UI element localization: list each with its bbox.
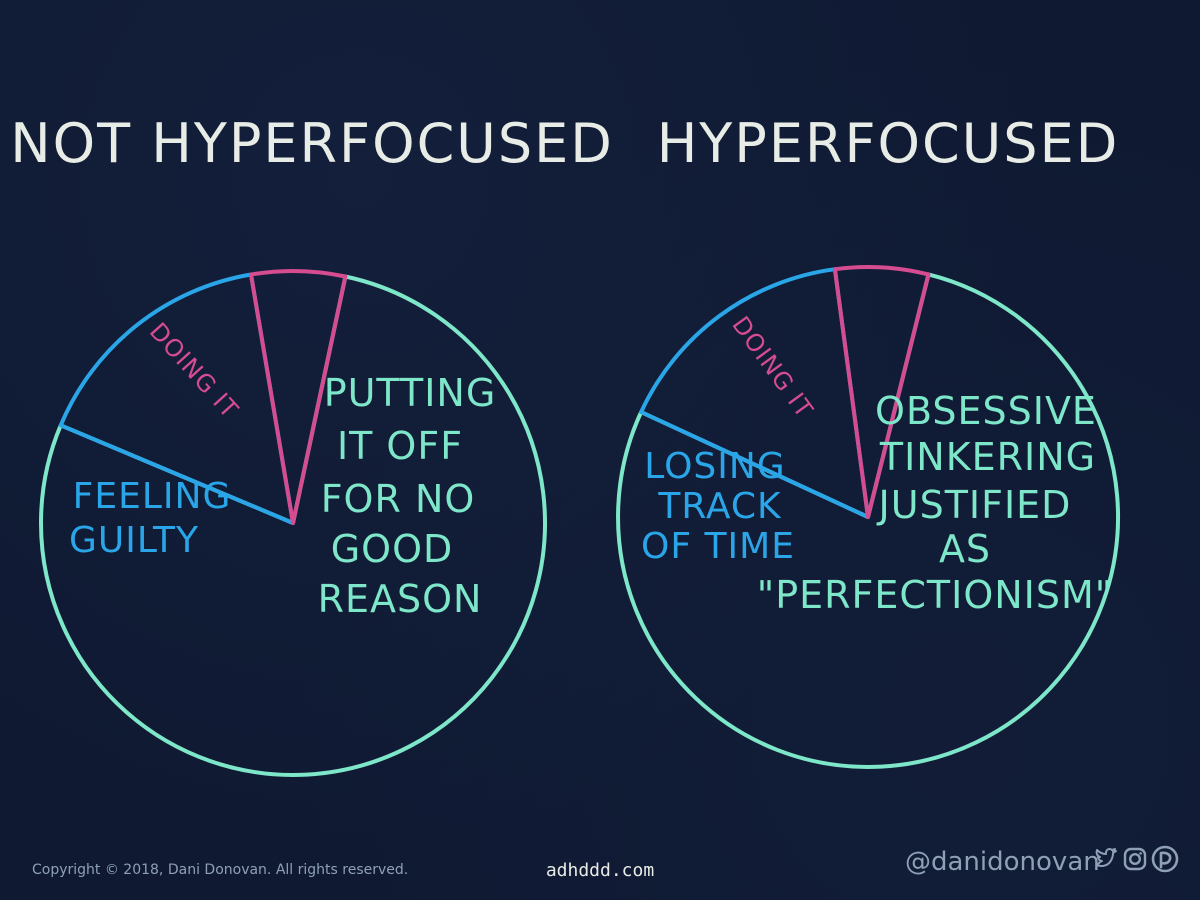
chart-title-right: HYPERFOCUSED: [657, 112, 1120, 175]
slice-label-line: OBSESSIVE: [875, 389, 1097, 433]
chart-title-left: NOT HYPERFOCUSED: [10, 112, 614, 175]
slice-secondary: [639, 267, 870, 519]
slice-label-line: PUTTING: [324, 371, 497, 415]
slice-doing-it: [249, 269, 348, 525]
website-text: adhddd.com: [546, 860, 654, 881]
twitter-icon: [1095, 848, 1117, 867]
slice-label-line: REASON: [318, 577, 483, 621]
slice-label-line: "PERFECTIONISM": [757, 573, 1114, 617]
slice-label-line: TRACK: [657, 486, 782, 527]
copyright-text: Copyright © 2018, Dani Donovan. All righ…: [32, 862, 408, 878]
slice-label-doing-it: DOING IT: [726, 311, 818, 423]
slice-label-line: JUSTIFIED: [877, 483, 1072, 527]
slice-label-line: GOOD: [331, 527, 454, 571]
slice-main: [39, 274, 547, 777]
slice-doing-it: [832, 264, 931, 519]
pie-right-labels: OBSESSIVE TINKERING JUSTIFIED AS "PERFEC…: [641, 311, 1114, 617]
instagram-icon: [1123, 847, 1147, 871]
patreon-icon: [1151, 845, 1179, 873]
slice-main: [616, 272, 1121, 769]
slice-label-doing-it: DOING IT: [144, 317, 244, 424]
slice-label-line: FEELING: [73, 476, 232, 517]
slice-label-line: TINKERING: [879, 435, 1096, 479]
pie-chart-not-hyperfocused: [39, 269, 547, 777]
slice-label-line: LOSING: [644, 446, 785, 487]
slice-label-line: GUILTY: [69, 520, 199, 561]
slice-secondary: [58, 272, 295, 525]
slice-label-line: OF TIME: [641, 526, 795, 567]
slice-label-line: FOR NO: [321, 477, 476, 521]
slice-label-line: AS: [939, 527, 991, 571]
social-handle: @danidonovan: [905, 847, 1100, 877]
slice-label-line: IT OFF: [337, 424, 463, 468]
pie-chart-hyperfocused: [616, 264, 1121, 769]
